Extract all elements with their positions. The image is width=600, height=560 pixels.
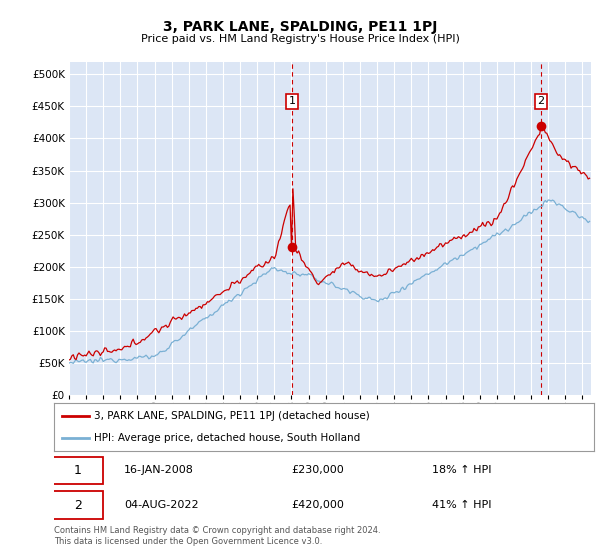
Text: 18% ↑ HPI: 18% ↑ HPI bbox=[432, 465, 491, 475]
FancyBboxPatch shape bbox=[53, 491, 103, 519]
FancyBboxPatch shape bbox=[53, 456, 103, 484]
Text: 16-JAN-2008: 16-JAN-2008 bbox=[124, 465, 194, 475]
Text: Contains HM Land Registry data © Crown copyright and database right 2024.
This d: Contains HM Land Registry data © Crown c… bbox=[54, 526, 380, 546]
Text: £420,000: £420,000 bbox=[292, 500, 344, 510]
Text: £230,000: £230,000 bbox=[292, 465, 344, 475]
Text: 04-AUG-2022: 04-AUG-2022 bbox=[124, 500, 199, 510]
Text: 1: 1 bbox=[74, 464, 82, 477]
Text: 1: 1 bbox=[289, 96, 296, 106]
Text: 2: 2 bbox=[74, 498, 82, 512]
Text: 3, PARK LANE, SPALDING, PE11 1PJ (detached house): 3, PARK LANE, SPALDING, PE11 1PJ (detach… bbox=[95, 411, 370, 421]
Text: Price paid vs. HM Land Registry's House Price Index (HPI): Price paid vs. HM Land Registry's House … bbox=[140, 34, 460, 44]
Text: HPI: Average price, detached house, South Holland: HPI: Average price, detached house, Sout… bbox=[95, 433, 361, 443]
Text: 3, PARK LANE, SPALDING, PE11 1PJ: 3, PARK LANE, SPALDING, PE11 1PJ bbox=[163, 20, 437, 34]
Text: 2: 2 bbox=[538, 96, 545, 106]
Text: 41% ↑ HPI: 41% ↑ HPI bbox=[432, 500, 491, 510]
